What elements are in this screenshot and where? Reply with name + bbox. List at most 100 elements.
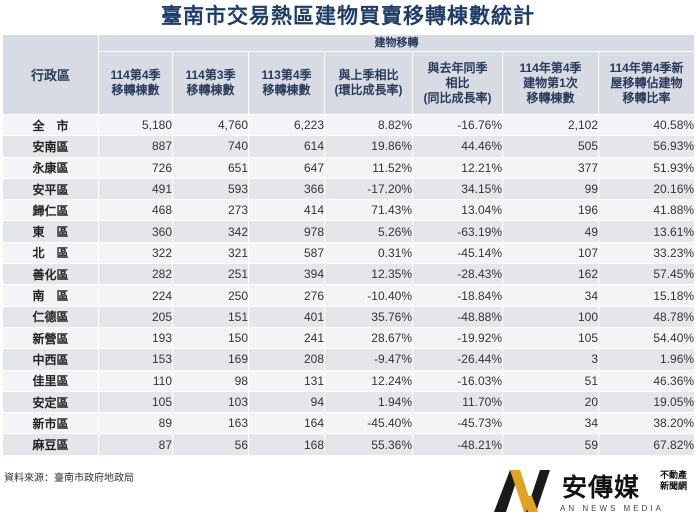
district-name: 全 市	[2, 113, 99, 137]
table-cell: -9.47%	[324, 348, 413, 371]
logo-subtitle: AN NEWS MEDIA	[560, 504, 664, 513]
district-name: 安定區	[2, 390, 99, 414]
table-cell: 3	[502, 348, 599, 371]
table-cell: 1.94%	[324, 390, 413, 414]
table-cell: 322	[98, 241, 173, 265]
table-cell: 49	[502, 220, 599, 243]
table-cell: 651	[172, 156, 249, 179]
table-cell: 276	[248, 284, 325, 307]
table-cell: 394	[248, 263, 325, 286]
table-cell: 20.16%	[597, 177, 696, 201]
district-name: 新市區	[2, 412, 99, 435]
table-cell: 978	[248, 220, 325, 243]
table-cell: 103	[172, 390, 249, 414]
table-cell: 44.46%	[412, 135, 503, 158]
table-cell: 0.31%	[324, 241, 413, 265]
header-new-ratio: 114年第4季新 屋移轉佔建物 移轉比率	[597, 51, 696, 115]
table-cell: 19.86%	[324, 135, 413, 158]
district-name: 北 區	[2, 241, 99, 265]
transfer-table: 行政區 建物移轉 114第4季 移轉棟數 114第3季 移轉棟數 113第4季 移轉棟數與…	[2, 34, 696, 456]
table-cell: 34.15%	[412, 177, 503, 201]
district-name: 歸仁區	[2, 199, 99, 222]
table-cell: 98	[172, 369, 249, 392]
table-row: 佳里區 110 98 131 12.24% -16.03% 51 46.36%	[2, 369, 696, 392]
table-cell: 57.45%	[597, 263, 696, 286]
table-row: 安定區 105 103 94 1.94% 11.70% 20 19.05%	[2, 390, 696, 414]
table-row: 北 區 322 321 587 0.31% -45.14% 107 33.23%	[2, 241, 696, 265]
district-name: 麻豆區	[2, 433, 99, 456]
header-q4-113: 113第4季 移轉棟數	[248, 51, 325, 115]
header-first-transfer: 114年第4季 建物第1次 移轉棟數	[502, 51, 599, 115]
table-cell: 13.04%	[412, 199, 503, 222]
table-row: 全 市 5,180 4,760 6,223 8.82% -16.76% 2,102 40.58…	[2, 113, 696, 137]
table-cell: 164	[248, 412, 325, 435]
table-cell: 33.23%	[597, 241, 696, 265]
table-cell: 11.70%	[412, 390, 503, 414]
table-cell: -26.44%	[412, 348, 503, 371]
table-cell: 282	[98, 263, 173, 286]
brand-logo: 安傳媒 不動產 新聞網 AN NEWS MEDIA	[492, 466, 692, 520]
table-cell: 94	[248, 390, 325, 414]
table-cell: -17.20%	[324, 177, 413, 201]
table-cell: 11.52%	[324, 156, 413, 179]
source-note: 資料來源：臺南市政府地政局	[4, 473, 134, 484]
table-cell: 89	[98, 412, 173, 435]
table-cell: 38.20%	[597, 412, 696, 435]
table-cell: 377	[502, 156, 599, 179]
header-group-transfer: 建物移轉	[97, 34, 696, 52]
table-row: 善化區 282 251 394 12.35% -28.43% 162 57.45%	[2, 263, 696, 286]
table-cell: 59	[502, 433, 599, 456]
table-cell: 131	[248, 369, 325, 392]
table-cell: 5.26%	[324, 220, 413, 243]
an-news-logo-icon	[494, 470, 550, 512]
header-qoq: 與上季相比 (環比成長率)	[324, 51, 413, 115]
table-cell: 366	[248, 177, 325, 201]
table-cell: 71.43%	[324, 199, 413, 222]
table-row: 東 區 360 342 978 5.26% -63.19% 49 13.61%	[2, 220, 696, 243]
table-cell: 54.40%	[597, 326, 696, 350]
table-cell: 168	[248, 433, 325, 456]
district-name: 佳里區	[2, 369, 99, 392]
table-cell: 887	[98, 135, 173, 158]
table-cell: 150	[172, 326, 249, 350]
table-cell: 647	[248, 156, 325, 179]
table-cell: 593	[172, 177, 249, 201]
table-cell: -48.88%	[412, 305, 503, 328]
table-cell: 51.93%	[597, 156, 696, 179]
table-cell: 87	[98, 433, 173, 456]
table-cell: 163	[172, 412, 249, 435]
table-cell: -18.84%	[412, 284, 503, 307]
table-cell: -19.92%	[412, 326, 503, 350]
table-cell: 8.82%	[324, 113, 413, 137]
district-name: 永康區	[2, 156, 99, 179]
district-name: 南 區	[2, 284, 99, 307]
header-q3-114: 114第3季 移轉棟數	[172, 51, 249, 115]
district-name: 善化區	[2, 263, 99, 286]
table-cell: 193	[98, 326, 173, 350]
district-name: 仁德區	[2, 305, 99, 328]
table-cell: -10.40%	[324, 284, 413, 307]
header-district: 行政區	[2, 34, 99, 115]
table-cell: 12.35%	[324, 263, 413, 286]
table-cell: 273	[172, 199, 249, 222]
table-cell: 13.61%	[597, 220, 696, 243]
table-row: 南 區 224 250 276 -10.40% -18.84% 34 15.18%	[2, 284, 696, 307]
table-cell: 342	[172, 220, 249, 243]
table-cell: 726	[98, 156, 173, 179]
district-name: 安平區	[2, 177, 99, 201]
table-cell: -45.73%	[412, 412, 503, 435]
table-cell: 5,180	[98, 113, 173, 137]
table-cell: 20	[502, 390, 599, 414]
page-title: 臺南市交易熱區建物買賣移轉棟數統計	[161, 3, 535, 28]
table-row: 歸仁區 468 273 414 71.43% 13.04% 196 41.88%	[2, 199, 696, 222]
table-cell: 414	[248, 199, 325, 222]
table-cell: 28.67%	[324, 326, 413, 350]
table-cell: 48.78%	[597, 305, 696, 328]
table-cell: 224	[98, 284, 173, 307]
table-row: 安南區 887 740 614 19.86% 44.46% 505 56.93%	[2, 135, 696, 158]
table-cell: 34	[502, 412, 599, 435]
table-row: 永康區 726 651 647 11.52% 12.21% 377 51.93%	[2, 156, 696, 179]
table-cell: -16.03%	[412, 369, 503, 392]
table-cell: 360	[98, 220, 173, 243]
table-cell: 40.58%	[597, 113, 696, 137]
